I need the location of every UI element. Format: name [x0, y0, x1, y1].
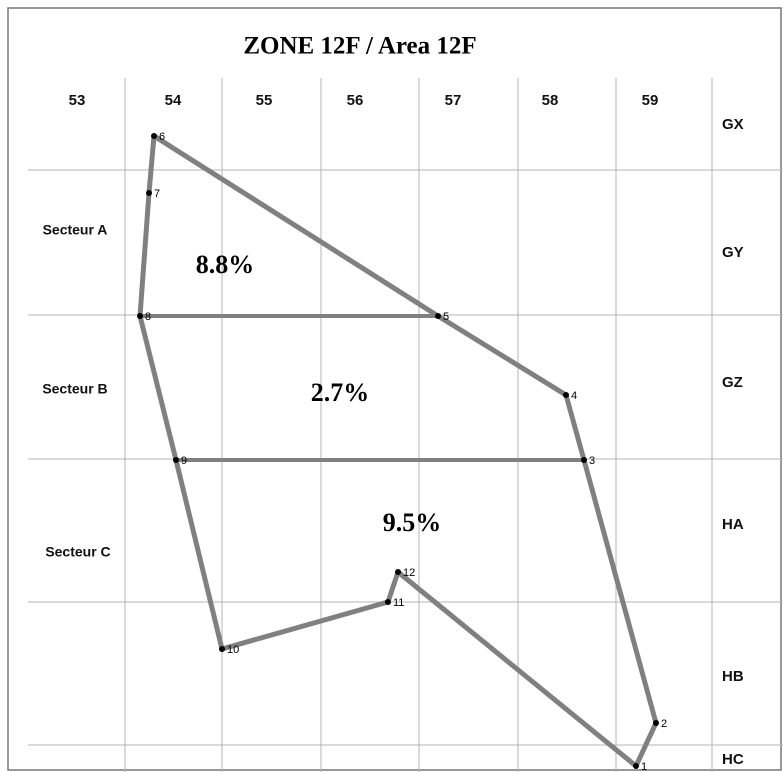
vertex-label: 10: [227, 644, 239, 656]
row-label: HC: [722, 751, 744, 768]
share-label: 2.7%: [311, 378, 370, 407]
vertex: [385, 599, 391, 605]
column-label: 58: [542, 92, 559, 109]
share-label: 8.8%: [196, 250, 255, 279]
vertex: [563, 392, 569, 398]
row-label: HA: [722, 516, 744, 533]
vertex: [435, 313, 441, 319]
vertex: [173, 457, 179, 463]
row-label: GX: [722, 116, 744, 133]
sector-label: Secteur B: [42, 381, 107, 397]
share-label: 9.5%: [383, 508, 442, 537]
vertex: [395, 569, 401, 575]
vertex-label: 12: [403, 567, 415, 579]
column-label: 56: [347, 92, 364, 109]
sector-label: Secteur A: [43, 222, 108, 238]
vertex-label: 8: [145, 311, 151, 323]
sector-label: Secteur C: [45, 544, 110, 560]
title: ZONE 12F / Area 12F: [243, 33, 476, 60]
column-label: 57: [445, 92, 462, 109]
vertex: [581, 457, 587, 463]
column-label: 59: [642, 92, 659, 109]
vertex: [151, 133, 157, 139]
frame: [7, 7, 782, 771]
column-label: 53: [69, 92, 86, 109]
vertex-label: 9: [181, 455, 187, 467]
vertex-label: 11: [393, 597, 404, 609]
vertex-label: 1: [641, 761, 647, 772]
vertex-label: 7: [154, 188, 160, 200]
vertex-label: 2: [661, 718, 667, 730]
vertex-label: 4: [571, 390, 577, 402]
column-label: 55: [256, 92, 273, 109]
row-label: GZ: [722, 374, 743, 391]
vertex: [137, 313, 143, 319]
vertex: [653, 720, 659, 726]
vertex-label: 3: [589, 455, 595, 467]
vertex-label: 6: [159, 131, 165, 143]
vertex: [146, 190, 152, 196]
vertex: [633, 763, 639, 769]
row-label: HB: [722, 668, 744, 685]
vertex-label: 5: [443, 311, 449, 323]
row-label: GY: [722, 244, 744, 261]
vertex: [219, 646, 225, 652]
column-label: 54: [165, 92, 182, 109]
